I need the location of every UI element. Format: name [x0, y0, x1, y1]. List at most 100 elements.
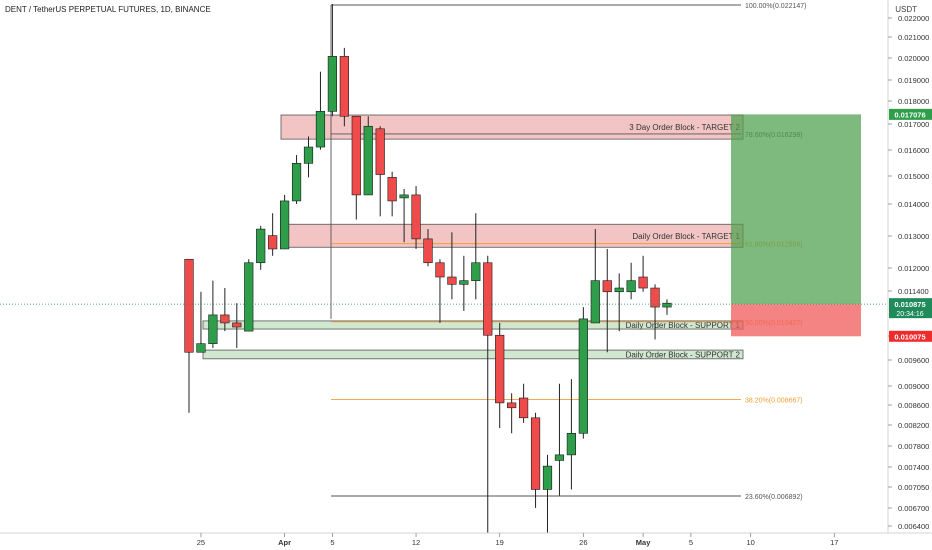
price-axis-tick-label: 0.011400 — [898, 287, 929, 296]
candle-body — [530, 417, 541, 490]
time-axis-tick-label: 5 — [330, 538, 334, 547]
price-axis-tick-label: 0.009000 — [898, 382, 929, 391]
candle-body — [339, 56, 349, 117]
candle-body — [662, 302, 672, 308]
candle-body — [423, 238, 433, 264]
current-price-label: 0.010875 — [894, 300, 925, 309]
price-axis-tick-label: 0.018000 — [898, 97, 929, 106]
stop-price-label-bg — [889, 330, 932, 342]
price-axis-tick-label: 0.020000 — [898, 54, 929, 63]
order-block-label: Daily Order Block - TARGET 1 — [632, 232, 740, 241]
candle-body — [459, 280, 469, 285]
candle-body — [220, 314, 230, 324]
order-block-zone — [202, 349, 744, 360]
candle-body — [650, 287, 660, 308]
candle-body — [602, 280, 612, 293]
candle-body — [351, 115, 361, 196]
price-axis-tick-label: 0.017000 — [898, 120, 929, 129]
time-axis-tick-label: May — [636, 538, 651, 547]
order-block-zones: 3 Day Order Block - TARGET 2 Daily Order … — [202, 114, 744, 360]
fib-level-label: 100.00%(0.022147) — [745, 3, 807, 10]
price-axis-tick-label: 0.007800 — [898, 442, 929, 451]
time-axis-tick-label: 10 — [746, 538, 754, 547]
candle-body — [483, 262, 493, 336]
candle-body — [542, 465, 553, 490]
candle-body — [303, 146, 314, 164]
time-axis-tick-label: 5 — [689, 538, 693, 547]
price-axis-ticks: 0.022000 0.021000 0.020000 0.019000 0.018000… — [888, 14, 929, 531]
candle-body — [327, 56, 338, 112]
candle-body — [495, 334, 505, 404]
candle-body — [268, 235, 278, 250]
price-axis-tick-label: 0.013000 — [898, 232, 929, 241]
candle-body — [471, 262, 481, 281]
currency-label: USDT — [895, 5, 917, 14]
position-profit-zone — [731, 114, 861, 305]
price-axis-tick-label: 0.016000 — [898, 146, 929, 155]
price-axis-tick-label: 0.008600 — [898, 401, 929, 410]
long-position-tool[interactable] — [731, 114, 861, 337]
current-price-label-bg — [889, 298, 932, 319]
candle-body — [638, 276, 648, 289]
candle-body — [184, 258, 194, 353]
stop-price-label: 0.010075 — [894, 332, 925, 341]
candlestick-series — [184, 3, 672, 534]
price-axis-tick-label: 0.014000 — [898, 200, 929, 209]
candle-body — [256, 228, 266, 264]
time-axis-tick-label: 19 — [496, 538, 504, 547]
candle-body — [196, 343, 206, 353]
candle-body — [554, 454, 565, 461]
price-axis[interactable]: USDT 0.0220000.0210000.0200000.0190000.0… — [887, 0, 932, 550]
order-block-label: Daily Order Block - SUPPORT 2 — [626, 350, 741, 359]
time-axis-tick-label: 25 — [197, 538, 205, 547]
time-axis-tick-label: 12 — [412, 538, 420, 547]
target-price-label-bg — [889, 108, 932, 120]
candle-body — [411, 194, 421, 240]
price-axis-tick-label: 0.007400 — [898, 463, 929, 472]
candle-body — [578, 318, 588, 434]
candle-body — [590, 280, 600, 324]
candle-body — [291, 163, 302, 202]
countdown-label: 20:34:16 — [896, 311, 923, 318]
position-loss-zone — [731, 304, 861, 337]
candle-body — [507, 402, 517, 409]
candle-body — [566, 432, 576, 456]
price-axis-tick-label: 0.021000 — [898, 33, 929, 42]
candle-body — [435, 262, 445, 278]
target-price-label: 0.017076 — [894, 110, 925, 119]
price-axis-tick-label: 0.022000 — [898, 14, 929, 23]
price-axis-tick-label: 0.015000 — [898, 172, 929, 181]
chart-title: DENT / TetherUS PERPETUAL FUTURES, 1D, B… — [5, 5, 211, 14]
candle-body — [375, 128, 385, 175]
price-axis-tick-label: 0.006700 — [898, 504, 929, 513]
candle-body — [626, 280, 636, 293]
time-axis-background — [0, 533, 932, 550]
price-axis-tick-label: 0.012000 — [898, 264, 929, 273]
price-axis-tick-label: 0.007050 — [898, 483, 929, 492]
price-axis-tick-label: 0.008200 — [898, 421, 929, 430]
order-block-label: 3 Day Order Block - TARGET 2 — [629, 123, 740, 132]
candle-body — [315, 111, 326, 148]
candle-body — [244, 262, 254, 332]
candle-body — [232, 322, 242, 328]
candle-body — [447, 276, 457, 285]
candle-body — [518, 397, 529, 419]
time-axis-tick-label: Apr — [278, 538, 291, 547]
price-axis-tick-label: 0.009600 — [898, 356, 929, 365]
candle-body — [279, 200, 290, 250]
fib-level-label: 38.20%(0.008667) — [745, 398, 803, 405]
candle-body — [614, 287, 624, 293]
fib-level-label: 23.60%(0.006892) — [745, 494, 803, 501]
candle-body — [363, 125, 373, 196]
price-axis-tick-label: 0.019000 — [898, 76, 929, 85]
price-axis-background — [888, 0, 932, 550]
candle-body — [208, 314, 218, 344]
order-block-label: Daily Order Block - SUPPORT 1 — [626, 321, 741, 330]
price-axis-labels: 0.017076 0.010075 0.010875 20:34:16 — [889, 108, 932, 342]
time-axis-ticks: 25 Apr 5 12 19 26 May 5 10 17 — [197, 533, 838, 547]
candle-body — [399, 194, 409, 199]
time-axis-tick-label: 26 — [579, 538, 587, 547]
time-axis[interactable]: 25 Apr 5 12 19 26 May 5 10 17 — [0, 532, 932, 550]
time-axis-tick-label: 17 — [830, 538, 838, 547]
